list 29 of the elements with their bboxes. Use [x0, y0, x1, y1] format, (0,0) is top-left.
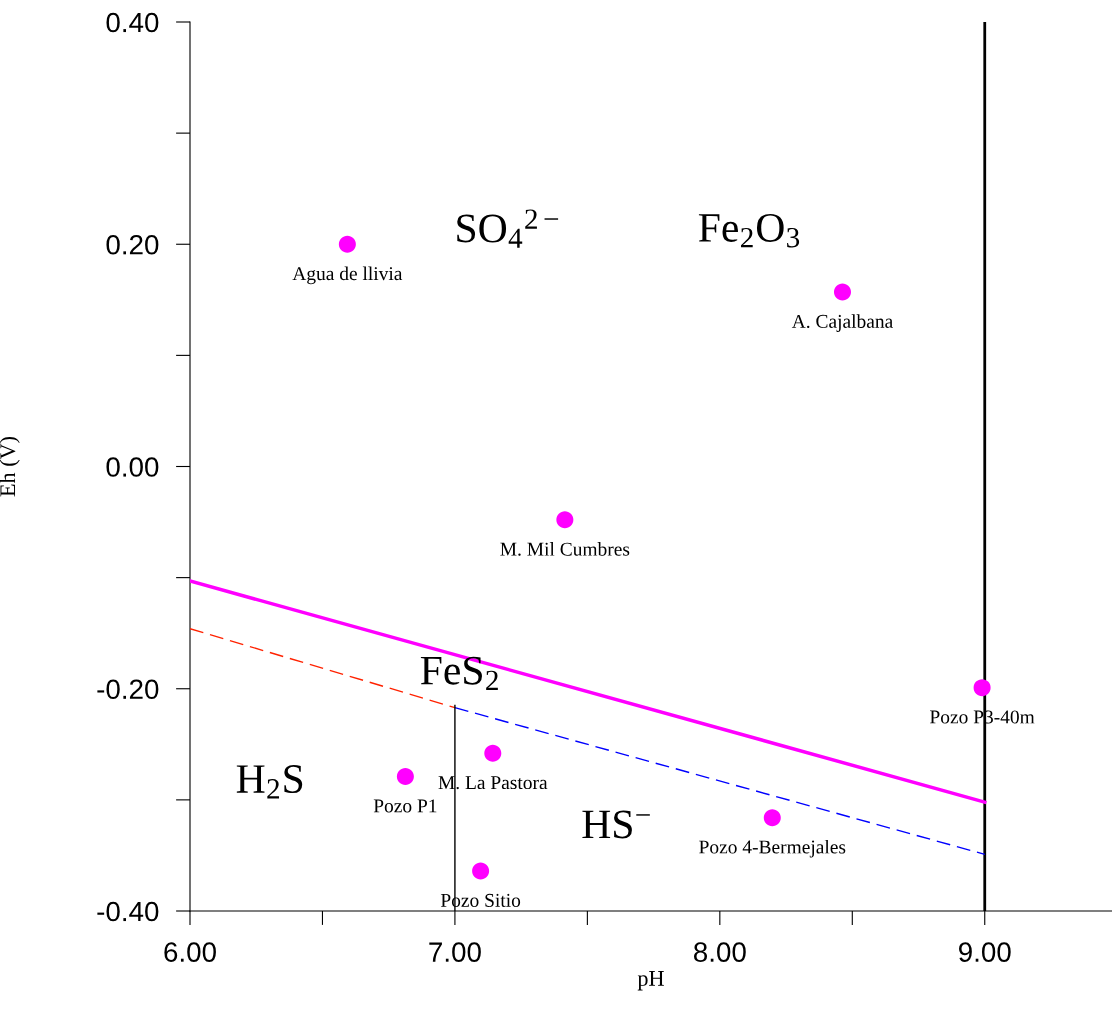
point — [472, 862, 490, 880]
y-tick-label: 0.00 — [106, 457, 159, 477]
point — [338, 235, 356, 253]
x-tick-label: 7.00 — [429, 942, 481, 962]
x-tick-label: 9.00 — [959, 942, 1011, 962]
point — [833, 283, 851, 301]
annotation: Fe$_{2}$O$_{3}$ — [698, 213, 800, 248]
point — [973, 679, 991, 697]
annotation: A. Cajalbana — [791, 314, 893, 332]
text: 6.00 — [164, 942, 216, 962]
annotation: M. Mil Cumbres — [500, 542, 630, 556]
y-tick-label: -0.20 — [97, 679, 159, 700]
y-tick-label: -0.40 — [97, 901, 159, 922]
y-tick-label: 0.40 — [106, 12, 159, 33]
annotation: Agua de llivia — [292, 266, 403, 285]
y-axis-title: Eh (V) — [0, 436, 20, 497]
point — [484, 744, 502, 762]
point — [556, 511, 574, 529]
annotation: Pozo 4-Bermejales — [699, 839, 846, 858]
annotation: H$_{2}$S — [236, 765, 303, 799]
y-tick-label: 0.20 — [106, 234, 159, 255]
annotation: HS$^{−}$ — [582, 810, 650, 839]
point — [396, 768, 414, 786]
point — [763, 809, 781, 827]
annotation: Pozo P1 — [373, 799, 437, 813]
x-axis-title: pH — [637, 971, 664, 991]
annotation: SO$_{4}$$^{2−}$ — [457, 209, 559, 248]
x-tick-label: 8.00 — [694, 942, 746, 962]
annotation: FeS$_{2}$ — [420, 656, 498, 690]
